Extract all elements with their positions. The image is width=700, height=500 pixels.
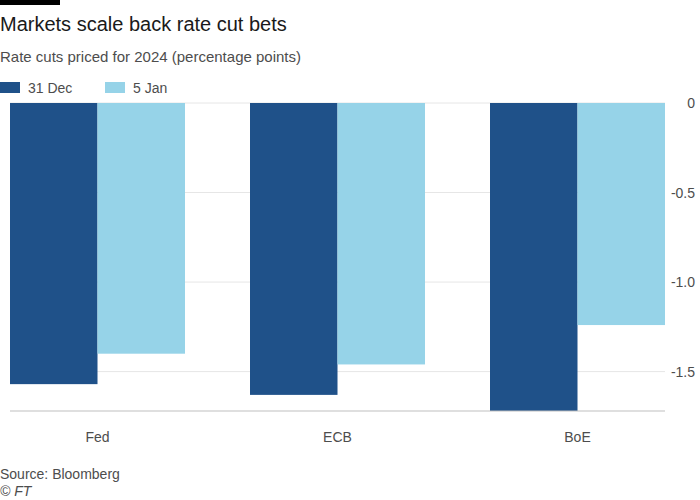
chart: Markets scale back rate cut bets Rate cut… [0, 0, 700, 500]
y-tick-label: -1.5 [671, 364, 695, 380]
x-axis-line [10, 411, 665, 412]
title: Markets scale back rate cut bets [0, 13, 287, 35]
brand-bar [0, 0, 60, 5]
legend-label: 31 Dec [28, 80, 72, 96]
x-tick-label: BoE [564, 429, 590, 445]
y-tick-label: 0 [687, 95, 695, 111]
legend-swatch [0, 82, 20, 93]
bar [338, 103, 426, 364]
subtitle: Rate cuts priced for 2024 (percentage po… [0, 48, 301, 65]
bar [250, 103, 338, 395]
x-tick-label: ECB [323, 429, 352, 445]
y-tick-label: -1.0 [671, 274, 695, 290]
bar [490, 103, 578, 411]
credit: © FT [0, 483, 33, 499]
legend-label: 5 Jan [133, 80, 167, 96]
bar [578, 103, 666, 325]
y-tick-label: -0.5 [671, 185, 695, 201]
bars [10, 103, 665, 411]
bar [98, 103, 186, 354]
bar [10, 103, 98, 384]
source: Source: Bloomberg [0, 466, 120, 482]
legend-swatch [105, 82, 125, 93]
x-tick-label: Fed [85, 429, 109, 445]
